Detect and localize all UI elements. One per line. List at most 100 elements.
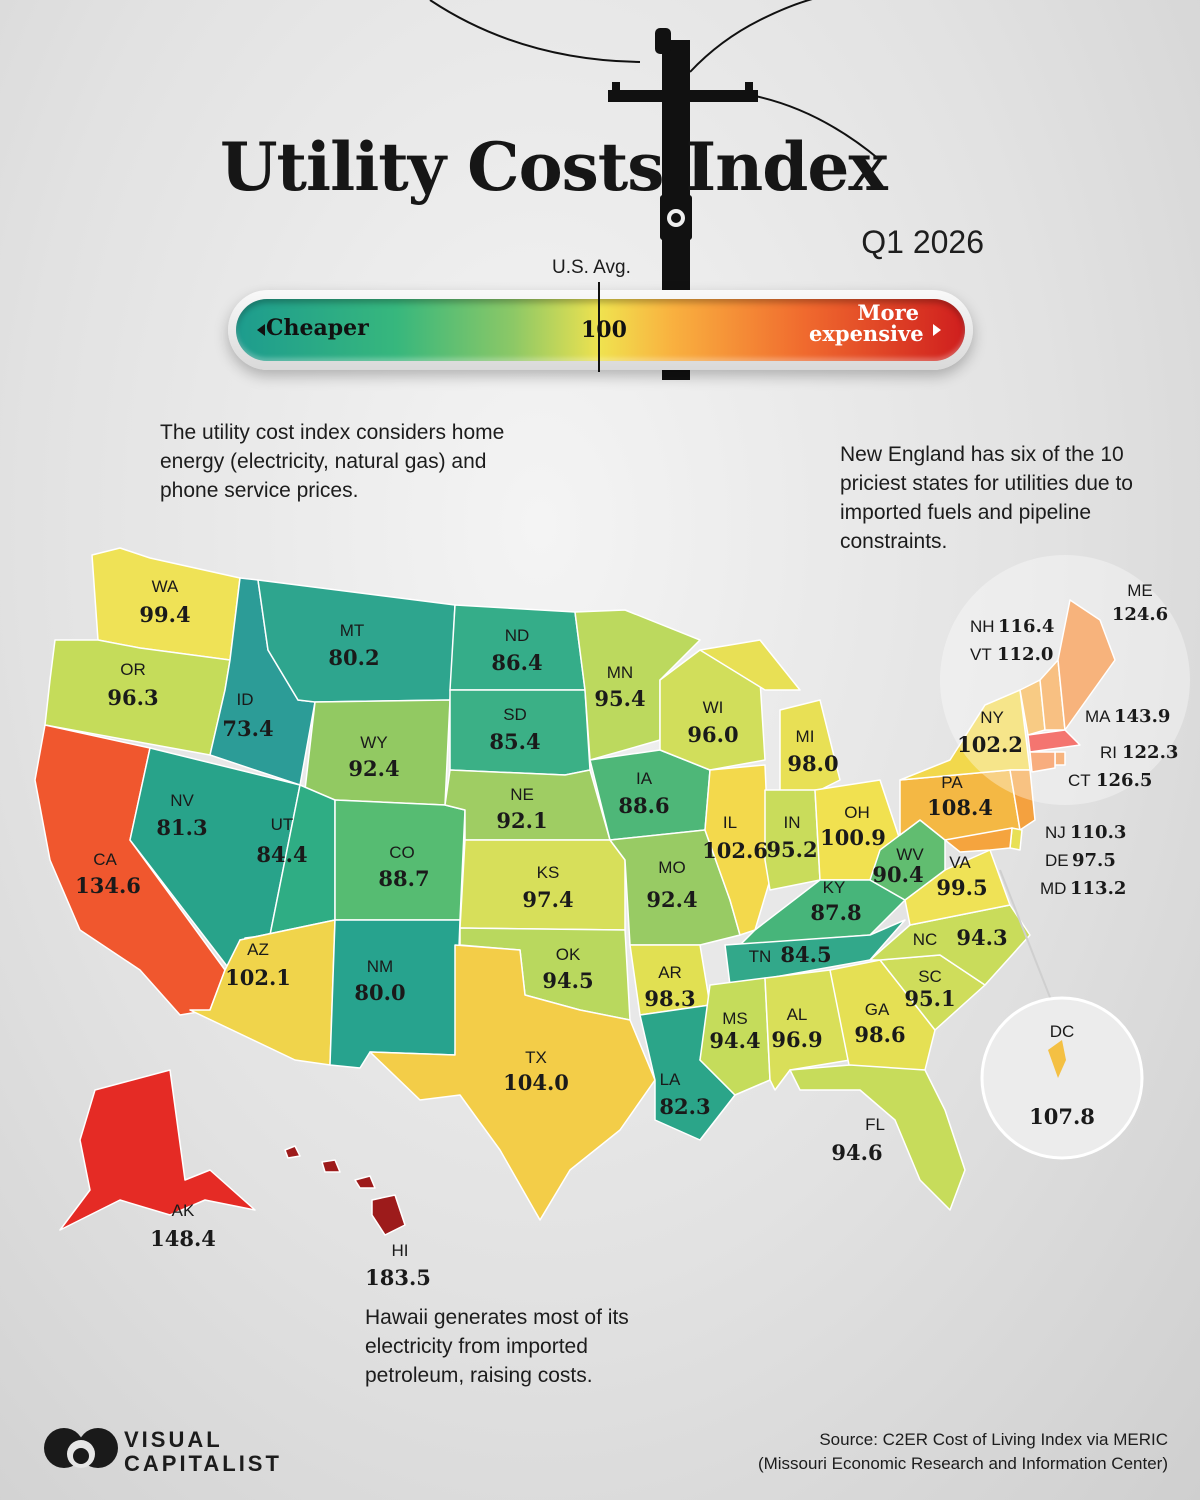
label-ct-value: 126.5 <box>1096 770 1152 791</box>
label-nm-value: 80.0 <box>354 980 405 1005</box>
label-az-abbr: AZ <box>247 940 269 959</box>
label-ar-value: 98.3 <box>644 986 695 1011</box>
label-ks-value: 97.4 <box>522 887 573 912</box>
label-me-value: 124.6 <box>1112 604 1168 625</box>
state-ks <box>459 839 626 931</box>
label-oh-value: 100.9 <box>820 825 886 850</box>
label-mt-value: 80.2 <box>328 645 379 670</box>
scale-average-value: 100 <box>581 317 627 343</box>
label-nd-value: 86.4 <box>491 650 542 675</box>
label-tx-abbr: TX <box>525 1048 547 1067</box>
state-in <box>764 789 821 891</box>
label-mn-abbr: MN <box>607 663 633 682</box>
label-dc-value: 107.8 <box>1029 1104 1095 1129</box>
label-sc-abbr: SC <box>918 967 942 986</box>
label-ny-value: 102.2 <box>957 732 1023 757</box>
state-ma <box>1027 729 1081 753</box>
scale-expensive-label: More expensive <box>809 300 924 346</box>
state-md <box>944 827 1013 853</box>
brand-line-2: CAPITALIST <box>124 1451 282 1476</box>
label-in-value: 95.2 <box>766 837 817 862</box>
label-md-abbr: MD <box>1040 879 1066 898</box>
label-ct-abbr: CT <box>1068 771 1091 790</box>
state-tx <box>369 944 656 1221</box>
label-nm-abbr: NM <box>367 957 393 976</box>
label-nh-abbr: NH <box>970 617 995 636</box>
label-wa-abbr: WA <box>152 577 179 596</box>
label-wi-abbr: WI <box>703 698 724 717</box>
label-mt-abbr: MT <box>340 621 365 640</box>
label-la-abbr: LA <box>660 1070 681 1089</box>
label-tn-abbr: TN <box>749 947 772 966</box>
state-ga <box>829 959 936 1071</box>
label-ms-value: 94.4 <box>709 1028 760 1053</box>
label-al-value: 96.9 <box>771 1027 822 1052</box>
label-al-abbr: AL <box>787 1005 808 1024</box>
label-la-value: 82.3 <box>659 1094 710 1119</box>
visual-capitalist-logo-icon <box>44 1428 118 1468</box>
label-nc-value: 94.3 <box>956 925 1007 950</box>
label-ga-value: 98.6 <box>854 1022 905 1047</box>
label-md-value: 113.2 <box>1070 878 1126 899</box>
state-tn <box>724 919 906 986</box>
label-mi-abbr: MI <box>796 727 815 746</box>
label-ga-abbr: GA <box>865 1000 890 1019</box>
source-line-1: Source: C2ER Cost of Living Index via ME… <box>819 1430 1168 1449</box>
label-ak-value: 148.4 <box>150 1226 216 1251</box>
label-nv-abbr: NV <box>170 791 194 810</box>
state-nd <box>449 604 586 691</box>
label-pa-value: 108.4 <box>927 795 993 820</box>
label-dc-abbr: DC <box>1050 1022 1075 1041</box>
label-wv-value: 90.4 <box>872 862 923 887</box>
note-hawaii: Hawaii generates most of its electricity… <box>365 1306 629 1387</box>
label-wv-abbr: WV <box>896 845 924 864</box>
state-ak <box>59 1069 256 1231</box>
color-scale-gradient: Cheaper 100 More expensive <box>236 299 965 361</box>
note-new-england: New England has six of the 10 priciest s… <box>840 443 1133 553</box>
state-il <box>704 764 771 936</box>
state-me <box>1057 599 1116 731</box>
label-nj-abbr: NJ <box>1045 823 1066 842</box>
label-oh-abbr: OH <box>844 803 870 822</box>
label-ok-value: 94.5 <box>542 968 593 993</box>
label-va-abbr: VA <box>949 853 971 872</box>
label-co-value: 88.7 <box>378 866 429 891</box>
label-pa-abbr: PA <box>941 773 963 792</box>
state-dc <box>1048 1040 1066 1078</box>
label-hi-value: 183.5 <box>365 1265 431 1290</box>
label-co-abbr: CO <box>389 843 415 862</box>
label-ri-abbr: RI <box>1100 743 1117 762</box>
label-mo-value: 92.4 <box>646 887 697 912</box>
label-ne-value: 92.1 <box>496 808 547 833</box>
label-nc-abbr: NC <box>913 930 938 949</box>
label-id-value: 73.4 <box>222 716 273 741</box>
label-hi-abbr: HI <box>392 1241 409 1260</box>
state-hi <box>284 1145 406 1236</box>
label-ia-abbr: IA <box>636 769 653 788</box>
label-ky-value: 87.8 <box>810 900 861 925</box>
label-wy-value: 92.4 <box>348 756 399 781</box>
state-ct <box>1029 751 1056 773</box>
note-index-definition: The utility cost index considers home en… <box>160 421 505 502</box>
label-or-abbr: OR <box>120 660 146 679</box>
label-ny-abbr: NY <box>980 708 1004 727</box>
us-map: WA 99.4 OR 96.3 CA 134.6 ID 73.4 NV 81.3… <box>35 548 1179 1290</box>
label-ak-abbr: AK <box>172 1201 195 1220</box>
label-de-value: 97.5 <box>1072 850 1116 871</box>
label-mn-value: 95.4 <box>594 686 645 711</box>
label-vt-abbr: VT <box>970 645 992 664</box>
label-id-abbr: ID <box>237 690 254 709</box>
label-nj-value: 110.3 <box>1070 822 1126 843</box>
dc-callout-circle <box>980 996 1144 1160</box>
state-ms <box>699 977 771 1096</box>
average-marker-line <box>598 282 600 372</box>
label-tn-value: 84.5 <box>780 942 831 967</box>
label-mi-value: 98.0 <box>787 751 838 776</box>
brand-wordmark: VISUAL CAPITALIST <box>124 1428 282 1476</box>
state-fl <box>789 1064 966 1211</box>
page-subtitle: Q1 2026 <box>861 224 984 260</box>
label-ar-abbr: AR <box>658 963 682 982</box>
label-ut-value: 84.4 <box>256 842 307 867</box>
page-title: Utility Costs Index <box>220 128 888 206</box>
label-ky-abbr: KY <box>823 878 846 897</box>
